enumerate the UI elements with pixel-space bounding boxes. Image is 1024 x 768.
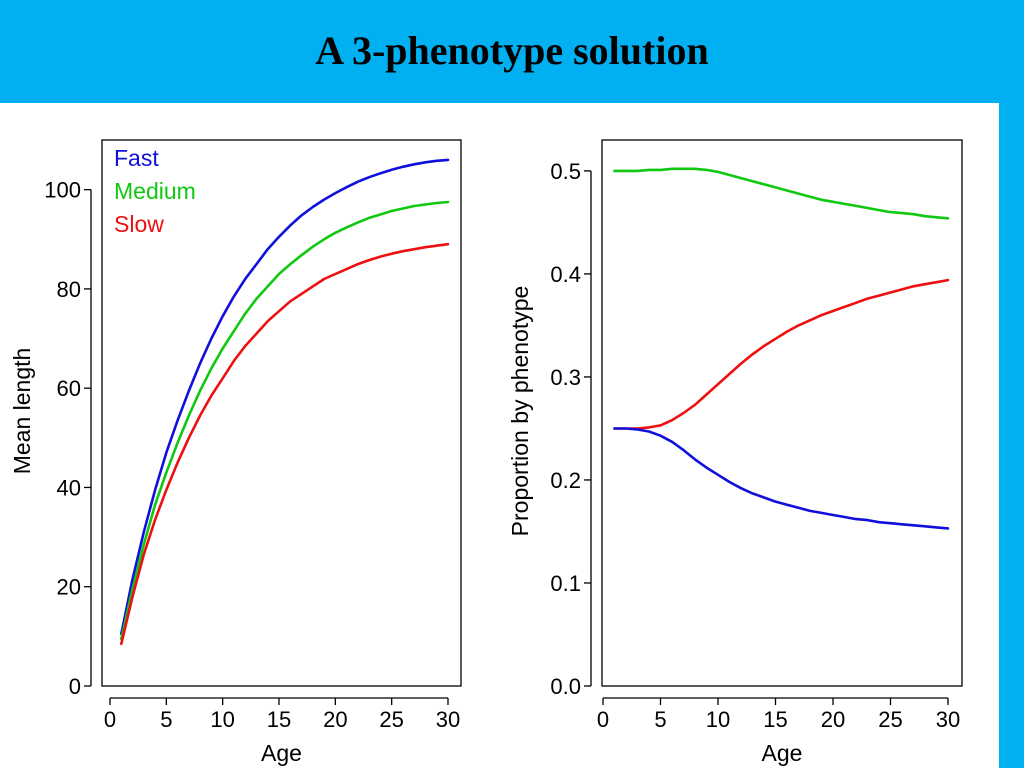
proportion-y-tick-label: 0.4: [550, 262, 581, 287]
growth-y-tick-label: 40: [57, 475, 81, 500]
growth-y-tick-label: 0: [69, 674, 81, 699]
proportion-plot-frame: [601, 139, 963, 687]
growth-series-line-fast: [120, 158, 450, 636]
proportion-x-tick-label: 10: [706, 707, 730, 732]
right-edge-stripe: [999, 103, 1024, 768]
title-bar: [0, 0, 1024, 103]
proportion-y-tick-label: 0.3: [550, 365, 581, 390]
proportion-series-line-slow: [613, 278, 950, 430]
proportion-x-axis-label: Age: [762, 740, 803, 766]
growth-series-line-slow: [120, 242, 450, 646]
growth-x-axis-label: Age: [261, 740, 302, 766]
growth-x-tick-label: 10: [210, 707, 234, 732]
slide-title: A 3-phenotype solution: [315, 28, 709, 73]
growth-legend-entry-slow: Slow: [114, 211, 164, 237]
proportion-x-tick-label: 30: [936, 707, 960, 732]
growth-y-axis-label: Mean length: [9, 348, 35, 475]
proportion-x-tick-label: 0: [597, 707, 609, 732]
proportion-x-tick-label: 15: [763, 707, 787, 732]
proportion-x-tick-label: 20: [821, 707, 845, 732]
growth-legend-entry-medium: Medium: [114, 178, 196, 204]
proportion-y-tick-label: 0.2: [550, 468, 581, 493]
proportion-y-tick-label: 0.5: [550, 159, 581, 184]
proportion-x-tick-label: 25: [878, 707, 902, 732]
proportion-x-tick-label: 5: [654, 707, 666, 732]
growth-legend-entry-fast: Fast: [114, 145, 159, 171]
growth-x-tick-label: 0: [104, 707, 116, 732]
growth-plot-frame: [101, 139, 462, 687]
growth-y-tick-label: 80: [57, 277, 81, 302]
growth-series-line-medium: [120, 200, 450, 641]
growth-x-tick-label: 30: [436, 707, 460, 732]
growth-y-tick-label: 60: [57, 376, 81, 401]
growth-y-tick-label: 100: [44, 178, 81, 203]
proportion-y-axis-label: Proportion by phenotype: [507, 286, 533, 537]
proportion-series-line-medium: [613, 167, 950, 220]
proportion-y-tick-label: 0.1: [550, 571, 581, 596]
growth-x-tick-label: 15: [267, 707, 291, 732]
proportion-y-tick-label: 0.0: [550, 674, 581, 699]
growth-x-tick-label: 20: [323, 707, 347, 732]
growth-x-tick-label: 5: [160, 707, 172, 732]
growth-y-tick-label: 20: [57, 575, 81, 600]
proportion-series-line-fast: [613, 427, 950, 530]
growth-x-tick-label: 25: [379, 707, 403, 732]
